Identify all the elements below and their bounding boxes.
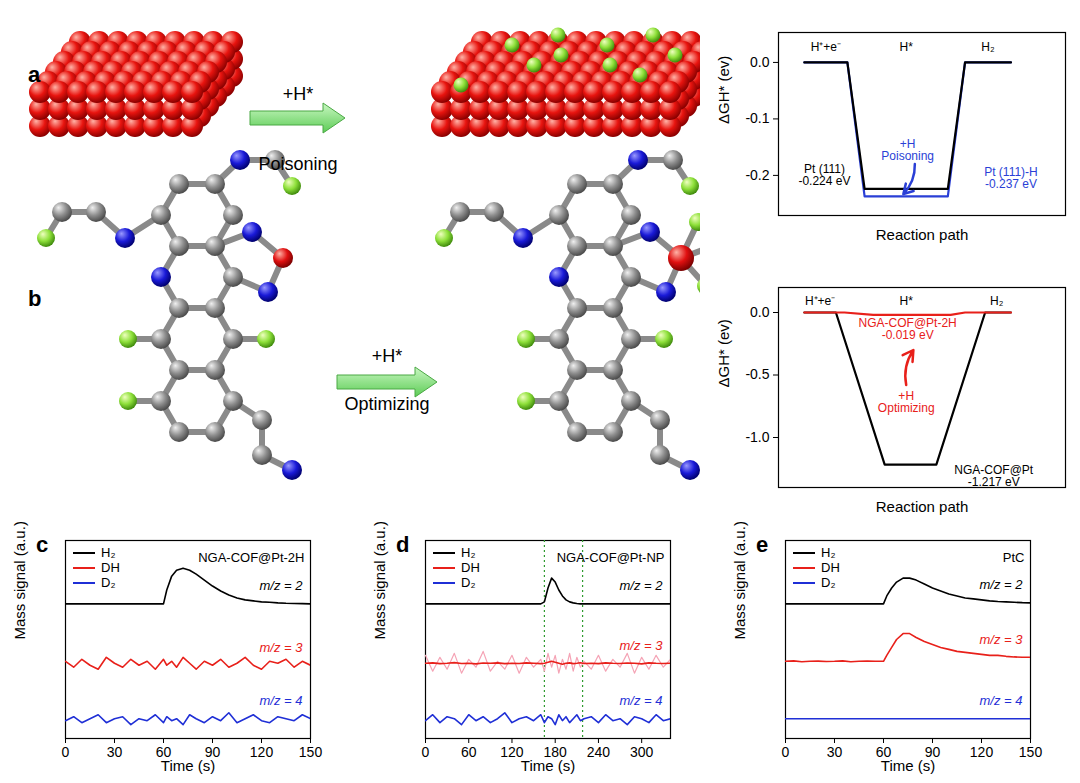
svg-text:m/z = 3: m/z = 3: [620, 638, 664, 653]
svg-text:150: 150: [299, 744, 323, 760]
svg-text:m/z = 3: m/z = 3: [260, 640, 304, 655]
html-text:c: c: [36, 532, 49, 557]
svg-text:Mass signal (a.u.): Mass signal (a.u.): [11, 521, 28, 639]
svg-text:0: 0: [422, 744, 430, 760]
html-text:d: d: [396, 532, 410, 557]
svg-text:Reaction path: Reaction path: [876, 226, 969, 243]
svg-text:NGA-COF@Pt-2H-0.019 eV: NGA-COF@Pt-2H-0.019 eV: [859, 316, 957, 342]
svg-text:m/z = 2: m/z = 2: [980, 577, 1024, 592]
svg-text:Reaction path: Reaction path: [876, 498, 969, 515]
svg-text:120: 120: [250, 744, 274, 760]
html-text:DH: DH: [101, 560, 120, 575]
svg-text:Mass signal (a.u.): Mass signal (a.u.): [371, 521, 388, 639]
svg-text:H₂: H₂: [990, 294, 1004, 308]
html-text:DH: DH: [461, 560, 480, 575]
svg-text:150: 150: [1019, 744, 1043, 760]
svg-text:+H*: +H*: [372, 346, 403, 366]
html-text:D₂: D₂: [821, 575, 836, 590]
svg-text:PtC: PtC: [1003, 550, 1025, 565]
svg-text:ΔGH* (ev): ΔGH* (ev): [715, 319, 732, 387]
svg-text:60: 60: [155, 744, 172, 761]
svg-text:m/z = 2: m/z = 2: [620, 578, 664, 593]
svg-text:H⁺+e⁻: H⁺+e⁻: [805, 294, 835, 308]
svg-text:Optimizing: Optimizing: [344, 394, 429, 414]
svg-text:Poisoning: Poisoning: [258, 154, 337, 174]
svg-text:180: 180: [543, 744, 567, 761]
html-text:H₂: H₂: [101, 545, 116, 560]
svg-text:300: 300: [630, 744, 654, 760]
svg-text:90: 90: [204, 744, 221, 761]
svg-text:90: 90: [924, 744, 941, 761]
svg-text:0.0: 0.0: [750, 54, 770, 70]
svg-text:120: 120: [500, 744, 524, 761]
svg-text:NGA-COF@Pt-1.217 eV: NGA-COF@Pt-1.217 eV: [954, 463, 1034, 489]
svg-text:H*: H*: [900, 40, 914, 54]
html-text:e: e: [756, 532, 769, 557]
svg-text:Time (s): Time (s): [881, 757, 935, 774]
svg-text:m/z = 3: m/z = 3: [980, 632, 1024, 647]
svg-text:0.0: 0.0: [750, 304, 770, 320]
svg-text:Pt (111)-0.224 eV: Pt (111)-0.224 eV: [798, 162, 850, 188]
svg-text:240: 240: [587, 744, 611, 760]
svg-text:60: 60: [461, 744, 477, 760]
svg-text:NGA-COF@Pt-2H: NGA-COF@Pt-2H: [198, 550, 304, 565]
svg-text:60: 60: [875, 744, 892, 761]
svg-text:-0.5: -0.5: [745, 366, 769, 382]
svg-text:30: 30: [107, 744, 123, 760]
svg-text:+H*: +H*: [283, 84, 314, 104]
html-text:H₂: H₂: [461, 545, 476, 560]
svg-text:+HPoisoning: +HPoisoning: [881, 137, 934, 163]
svg-text:NGA-COF@Pt-NP: NGA-COF@Pt-NP: [557, 550, 665, 565]
svg-text:30: 30: [827, 744, 843, 760]
svg-text:Time (s): Time (s): [521, 757, 575, 774]
svg-text:0: 0: [782, 744, 790, 760]
html-text:D₂: D₂: [461, 575, 476, 590]
svg-text:-0.2: -0.2: [745, 167, 769, 183]
svg-text:H₂: H₂: [981, 40, 995, 54]
html-text:H₂: H₂: [821, 545, 836, 560]
svg-text:120: 120: [970, 744, 994, 760]
svg-text:b: b: [28, 286, 41, 311]
svg-text:-0.1: -0.1: [745, 110, 769, 126]
svg-text:-1.0: -1.0: [745, 429, 769, 445]
svg-text:m/z = 4: m/z = 4: [620, 693, 663, 708]
svg-text:0: 0: [62, 744, 70, 760]
svg-text:m/z = 4: m/z = 4: [980, 693, 1023, 708]
svg-text:+HOptimizing: +HOptimizing: [878, 389, 935, 415]
html-text:D₂: D₂: [101, 575, 116, 590]
svg-text:Mass signal (a.u.): Mass signal (a.u.): [731, 521, 748, 639]
html-text:DH: DH: [821, 560, 840, 575]
svg-text:Pt (111)-H-0.237 eV: Pt (111)-H-0.237 eV: [984, 165, 1038, 191]
svg-text:Time (s): Time (s): [161, 757, 215, 774]
svg-text:H⁺+e⁻: H⁺+e⁻: [811, 40, 841, 54]
svg-text:a: a: [28, 62, 41, 87]
svg-text:m/z = 4: m/z = 4: [260, 693, 303, 708]
svg-text:m/z = 2: m/z = 2: [260, 578, 304, 593]
svg-text:ΔGH* (ev): ΔGH* (ev): [715, 56, 732, 124]
svg-text:H*: H*: [900, 294, 914, 308]
